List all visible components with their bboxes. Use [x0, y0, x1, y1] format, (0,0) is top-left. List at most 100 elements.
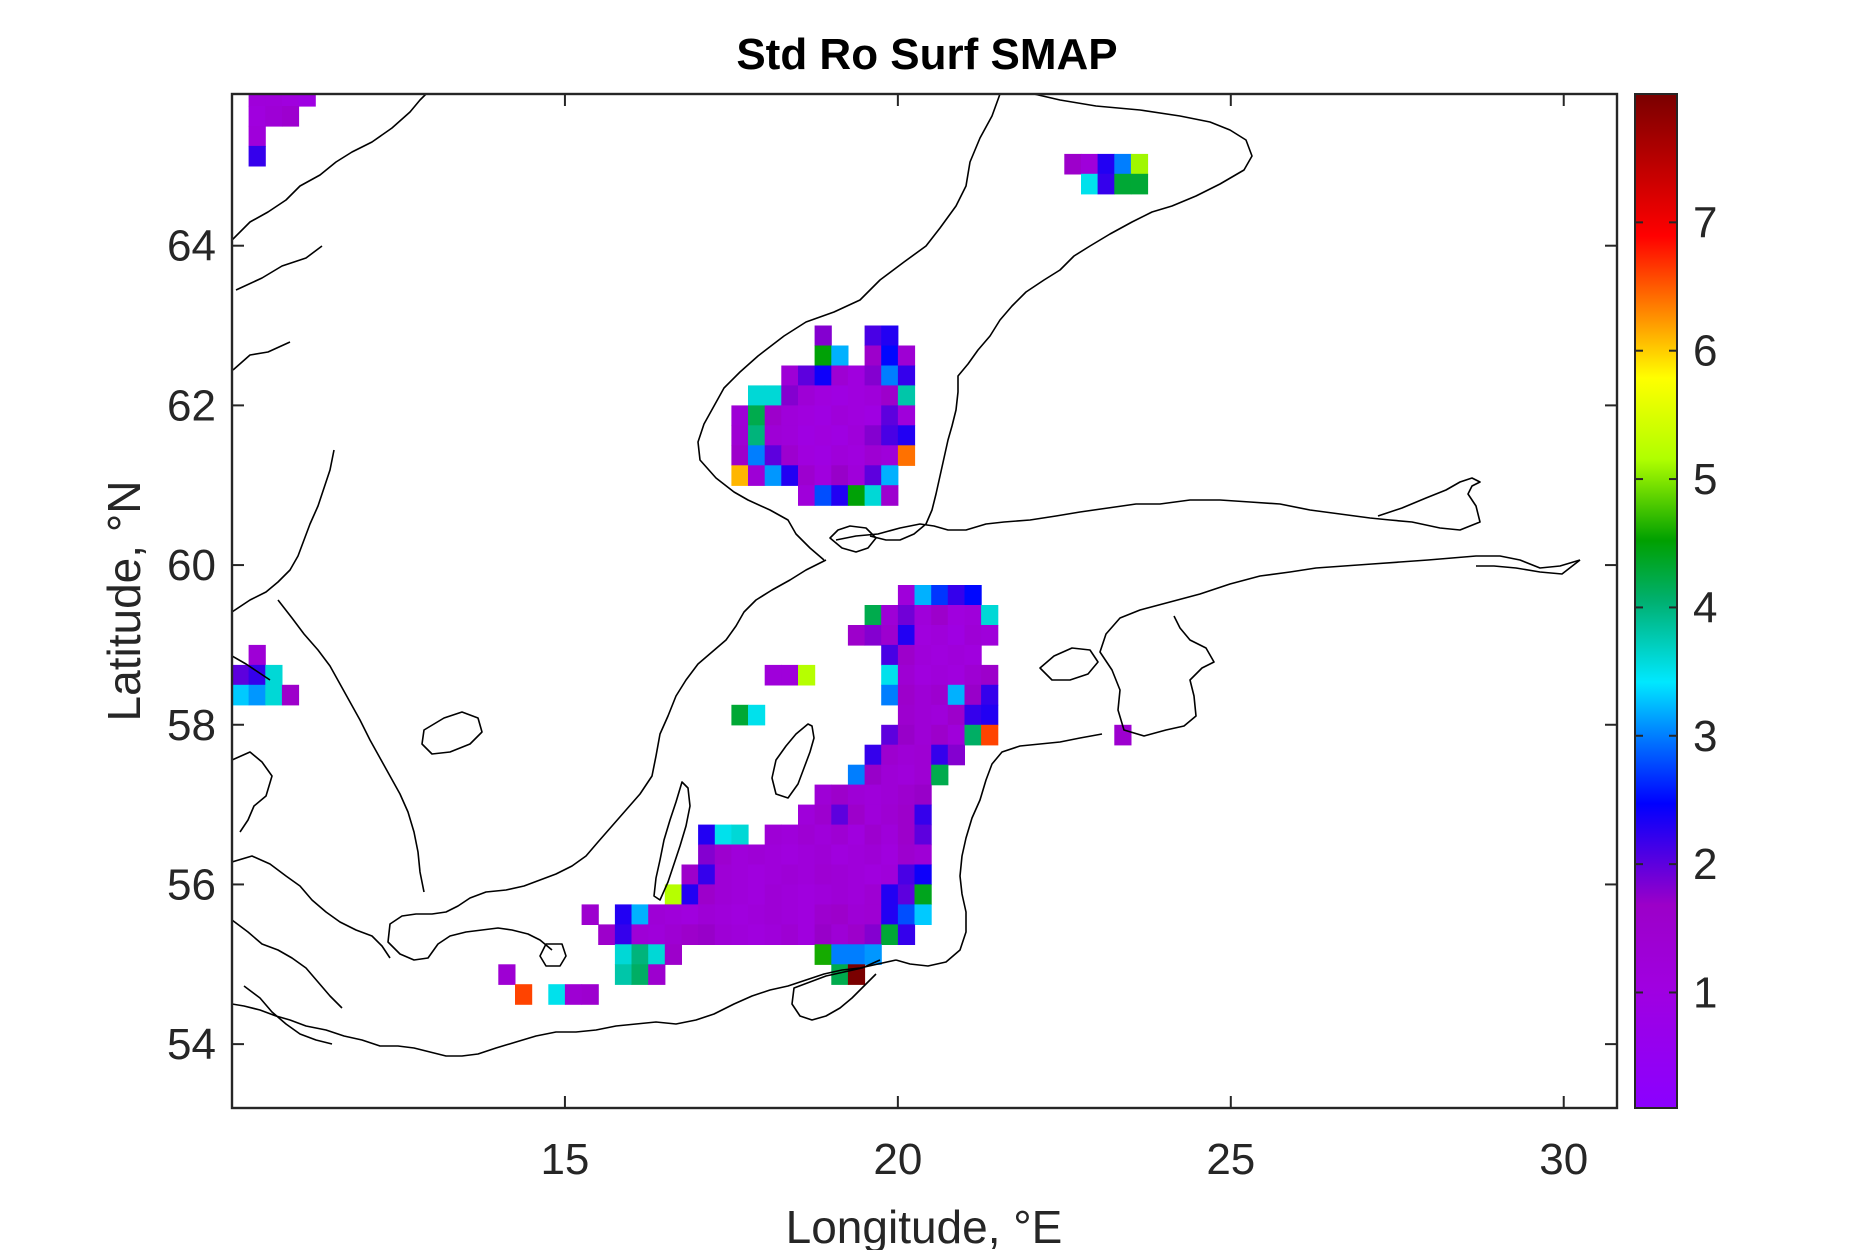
heatmap-cell [698, 884, 716, 905]
heatmap-cell [1097, 173, 1115, 195]
heatmap-cell [814, 884, 832, 905]
heatmap-cell [831, 465, 849, 486]
heatmap-cell [698, 844, 716, 866]
heatmap-cell [847, 385, 866, 406]
heatmap-cell [798, 804, 816, 826]
heatmap-cell [814, 944, 832, 965]
heatmap-cell [714, 924, 732, 945]
heatmap-cell [897, 585, 916, 606]
heatmap-cell [947, 625, 965, 646]
heatmap-cell [731, 864, 749, 886]
heatmap-cell [847, 365, 866, 387]
heatmap-cell [864, 924, 882, 945]
heatmap-cell [614, 944, 633, 965]
heatmap-cell [864, 824, 882, 846]
heatmap-cell [248, 644, 266, 666]
heatmap-cell [931, 625, 949, 646]
heatmap-cell [914, 704, 932, 726]
heatmap-cell [897, 684, 916, 706]
heatmap-cell [897, 924, 916, 945]
heatmap-cell [781, 924, 799, 945]
heatmap-cell [897, 445, 916, 466]
heatmap-cell [847, 864, 866, 886]
heatmap-cell [897, 345, 916, 367]
y-tick-label: 54 [167, 1020, 216, 1069]
heatmap-cell [748, 924, 766, 945]
heatmap-cell [298, 94, 316, 107]
heatmap-cell [764, 664, 782, 686]
heatmap-cell [831, 365, 849, 387]
heatmap-cell [814, 345, 832, 367]
heatmap-cell [698, 904, 716, 925]
heatmap-cell [931, 724, 949, 746]
heatmap-cell [947, 704, 965, 726]
heatmap-cells [232, 94, 1149, 1005]
colorbar-tick-label: 2 [1693, 840, 1717, 889]
colorbar-tick-label: 4 [1693, 583, 1717, 632]
heatmap-cell [814, 445, 832, 466]
heatmap-cell [1130, 153, 1149, 175]
colorbar-tick-label: 3 [1693, 712, 1717, 761]
heatmap-cell [897, 824, 916, 846]
heatmap-cell [764, 884, 782, 905]
colorbar-tick-label: 5 [1693, 455, 1717, 504]
heatmap-cell [864, 445, 882, 466]
heatmap-cell [914, 904, 932, 925]
heatmap-cell [864, 345, 882, 367]
heatmap-cell [881, 804, 899, 826]
heatmap-cell [881, 425, 899, 446]
heatmap-cell [664, 904, 682, 925]
heatmap-cell [831, 924, 849, 945]
coastline-gulf-gdansk [791, 959, 881, 1021]
heatmap-cell [781, 445, 799, 466]
heatmap-cell [914, 625, 932, 646]
heatmap-cell [265, 684, 283, 706]
heatmap-cell [831, 445, 849, 466]
heatmap-cell [914, 585, 932, 606]
heatmap-cell [914, 664, 932, 686]
heatmap-cell [881, 445, 899, 466]
heatmap-cell [748, 844, 766, 866]
heatmap-cell [614, 904, 633, 925]
heatmap-cell [764, 385, 782, 406]
heatmap-cell [798, 664, 816, 686]
heatmap-cell [731, 884, 749, 905]
x-axis-label: Longitude, °E [786, 1201, 1063, 1250]
heatmap-cell [798, 365, 816, 387]
y-tick-label: 60 [167, 541, 216, 590]
heatmap-cell [748, 884, 766, 905]
heatmap-cell [881, 924, 899, 945]
heatmap-cell [564, 984, 583, 1005]
heatmap-cell [814, 844, 832, 866]
heatmap-cell [881, 884, 899, 905]
heatmap-cell [748, 385, 766, 406]
coastline-finland-east [1476, 559, 1581, 575]
heatmap-cell [947, 644, 965, 666]
heatmap-cell [648, 964, 666, 985]
y-tick-label: 58 [167, 701, 216, 750]
heatmap-cell [864, 944, 882, 965]
heatmap-cell [664, 884, 682, 905]
heatmap-cell [931, 744, 949, 766]
heatmap-cell [265, 664, 283, 686]
heatmap-cell [1064, 153, 1082, 175]
heatmap-cell [864, 884, 882, 905]
heatmap-cell [831, 944, 849, 965]
heatmap-cell [764, 864, 782, 886]
coastline-bothnian-east [869, 94, 1253, 541]
heatmap-cell [681, 884, 699, 905]
heatmap-cell [947, 585, 965, 606]
heatmap-cell [831, 844, 849, 866]
heatmap-cell [731, 904, 749, 925]
heatmap-cell [881, 325, 899, 347]
heatmap-cell [614, 924, 633, 945]
heatmap-cell [764, 924, 782, 945]
heatmap-cell [681, 904, 699, 925]
heatmap-cell [897, 884, 916, 905]
heatmap-cell [947, 605, 965, 626]
heatmap-cell [748, 465, 766, 486]
heatmap-cell [764, 465, 782, 486]
heatmap-cell [831, 385, 849, 406]
heatmap-cell [897, 625, 916, 646]
